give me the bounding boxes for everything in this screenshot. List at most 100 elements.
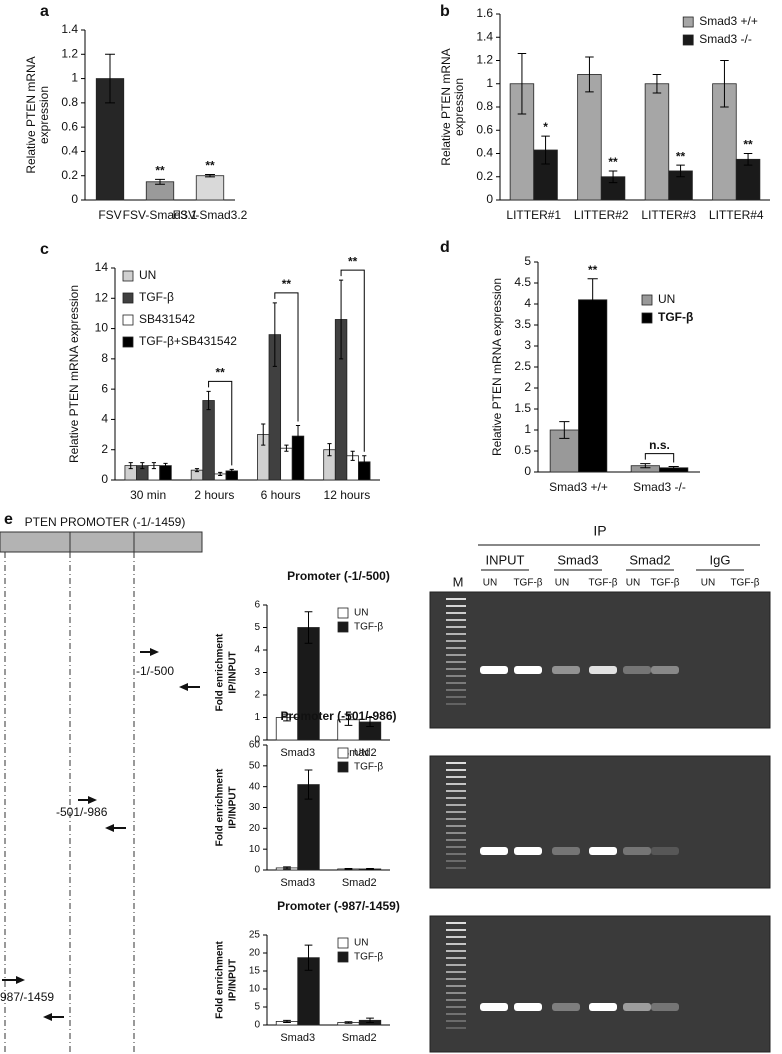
y-tick-label: 6 <box>254 600 260 611</box>
ladder-band <box>446 605 466 607</box>
y-tick-label: 0.2 <box>61 168 78 182</box>
dna-band <box>623 847 651 855</box>
ladder-band <box>446 950 466 952</box>
significance-label: ** <box>216 366 226 380</box>
error-bar <box>151 462 157 470</box>
arrow <box>2 976 25 984</box>
marker-label: M <box>453 574 464 589</box>
ladder-band <box>446 640 466 642</box>
ladder-band <box>446 661 466 663</box>
bracket <box>274 292 299 422</box>
ladder-band <box>446 818 466 820</box>
legend-swatch <box>337 761 349 773</box>
ladder-band <box>446 769 466 771</box>
ladder-band <box>446 853 466 855</box>
y-axis-label: expression <box>452 78 466 136</box>
dna-band <box>651 1003 679 1011</box>
ladder-band <box>446 790 466 792</box>
ladder-band <box>446 776 466 778</box>
ladder-band <box>446 612 466 614</box>
panel-letter: c <box>40 241 49 258</box>
significance-label: ** <box>205 159 215 173</box>
ladder-band <box>446 999 466 1001</box>
x-tick-label: Smad3 <box>280 747 315 759</box>
significance-label: ** <box>155 164 165 178</box>
ladder-band <box>446 943 466 945</box>
ladder-band <box>446 762 466 764</box>
error-bar <box>295 424 301 448</box>
ladder-band <box>446 647 466 649</box>
error-bar <box>587 278 598 322</box>
y-tick-label: 0.4 <box>476 146 493 160</box>
y-tick-label: 15 <box>249 966 261 977</box>
y-tick-label: 0.8 <box>61 95 78 109</box>
error-bar <box>284 444 289 452</box>
lane-label: TGF-β <box>513 578 542 589</box>
y-tick-label: 12 <box>95 290 109 304</box>
x-tick-label: Smad2 <box>342 877 377 889</box>
ladder-band <box>446 811 466 813</box>
error-bar <box>205 174 215 178</box>
panel-letter: e <box>4 511 13 528</box>
lane-label: UN <box>701 578 715 589</box>
significance-label: ** <box>348 254 358 268</box>
error-bar <box>366 717 374 727</box>
dna-band <box>514 1003 542 1011</box>
ladder-band <box>446 1013 466 1015</box>
legend-swatch <box>337 621 349 633</box>
lane-label: UN <box>626 578 640 589</box>
legend-swatch <box>122 292 134 304</box>
x-tick-label: 30 min <box>130 488 166 502</box>
significance-label: * <box>543 120 548 134</box>
legend-label: TGF-β <box>139 290 174 304</box>
error-bar <box>640 463 651 469</box>
significance-label: ** <box>282 277 292 291</box>
y-tick-label: 0.6 <box>61 119 78 133</box>
y-tick-label: 2.5 <box>514 359 531 373</box>
y-tick-label: 20 <box>249 823 261 834</box>
legend-swatch <box>641 294 653 306</box>
guides <box>4 552 135 1054</box>
y-tick-label: 1 <box>486 76 493 90</box>
ladder-band <box>446 804 466 806</box>
error-bar <box>304 611 313 644</box>
y-tick-label: 2 <box>524 380 531 394</box>
dna-band <box>552 1003 580 1011</box>
bar <box>577 74 602 201</box>
error-bar <box>517 53 527 115</box>
ladder-band <box>446 978 466 980</box>
error-bar <box>541 135 550 165</box>
legend-label: UN <box>658 292 675 306</box>
dna-band <box>589 847 617 855</box>
y-tick-label: 1.5 <box>514 401 531 415</box>
ladder-band <box>446 598 466 600</box>
y-tick-label: 0.4 <box>61 144 78 158</box>
y-tick-label: 30 <box>249 802 261 813</box>
y-tick-label: 3 <box>524 338 531 352</box>
gel-image <box>429 591 771 729</box>
ladder-band <box>446 867 466 869</box>
legend-label: UN <box>354 938 368 949</box>
panel-letter: d <box>440 239 450 256</box>
dna-band <box>589 1003 617 1011</box>
dna-band <box>651 666 679 674</box>
gel-image <box>429 755 771 889</box>
dna-band <box>480 847 508 855</box>
ladder-band <box>446 922 466 924</box>
bracket <box>340 269 365 452</box>
error-bar <box>261 423 266 446</box>
bar <box>644 83 670 201</box>
error-bar <box>366 868 374 870</box>
lane-label: TGF-β <box>588 578 617 589</box>
y-tick-label: 5 <box>524 254 531 268</box>
y-tick-label: 3 <box>254 667 260 678</box>
y-axis-label: Fold enrichment <box>215 768 226 846</box>
dna-band <box>480 1003 508 1011</box>
ladder-band <box>446 675 466 677</box>
error-bar <box>283 1019 291 1023</box>
legend-label: UN <box>354 608 368 619</box>
y-tick-label: 5 <box>254 1002 260 1013</box>
ladder-band <box>446 703 466 705</box>
x-tick-label: Smad3 +/+ <box>549 480 608 494</box>
